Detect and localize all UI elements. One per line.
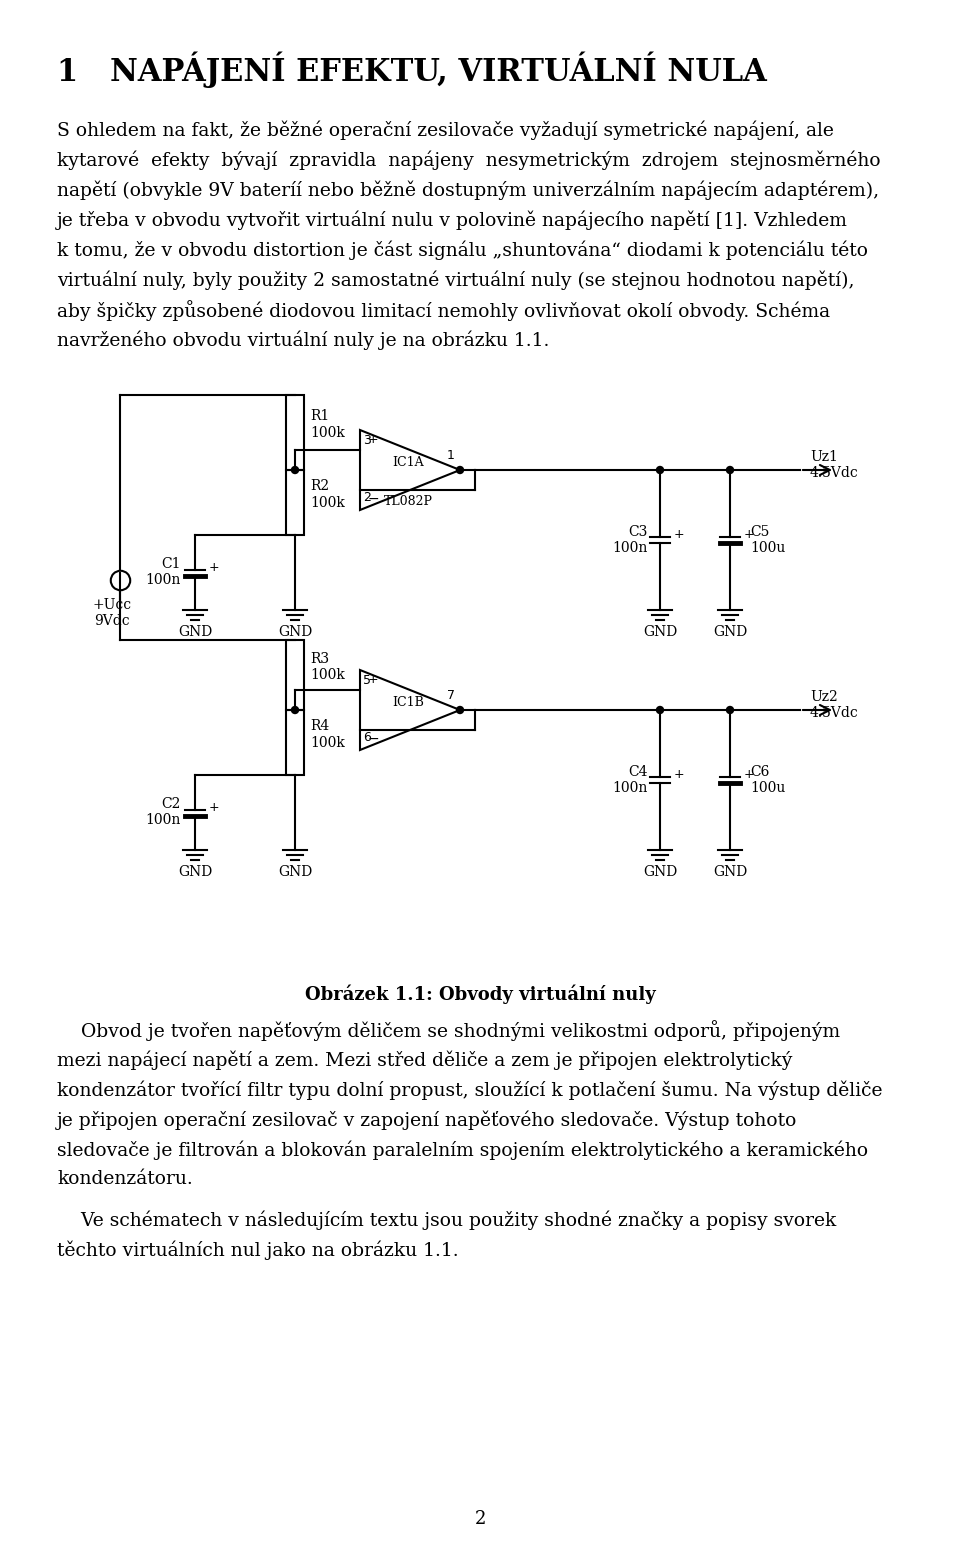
Text: 1: 1 [447,450,455,462]
Text: −: − [368,491,379,507]
Text: C1: C1 [161,558,181,572]
Text: mezi napájecí napětí a zem. Mezi střed děliče a zem je připojen elektrolytický: mezi napájecí napětí a zem. Mezi střed d… [57,1051,792,1069]
Text: sledovače je filtrován a blokován paralelním spojením elektrolytického a keramic: sledovače je filtrován a blokován parale… [57,1140,868,1159]
Circle shape [657,706,663,714]
Text: +: + [209,800,220,814]
Bar [286,470,304,535]
Text: napětí (obvykle 9V bateríí nebo běžně dostupným univerzálním napájecím adaptérem: napětí (obvykle 9V bateríí nebo běžně do… [57,181,879,199]
Text: −: − [368,732,379,746]
Text: 7: 7 [447,689,455,701]
Text: 100n: 100n [612,541,648,555]
Text: navrženého obvodu virtuální nuly je na obrázku 1.1.: navrženého obvodu virtuální nuly je na o… [57,331,549,349]
Text: kondenzátoru.: kondenzátoru. [57,1170,193,1188]
Text: kondenzátor tvořící filtr typu dolní propust, sloužící k potlačení šumu. Na výst: kondenzátor tvořící filtr typu dolní pro… [57,1080,882,1100]
Text: 100n: 100n [146,814,181,828]
Text: R1
100k: R1 100k [310,409,345,440]
Text: GND: GND [277,865,312,879]
Text: TL082P: TL082P [383,494,433,508]
Bar [286,711,304,776]
Circle shape [727,706,733,714]
Text: +: + [744,528,755,541]
Text: +: + [744,768,755,782]
Text: kytarové  efekty  bývají  zpravidla  napájeny  nesymetrickým  zdrojem  stejnosmě: kytarové efekty bývají zpravidla napájen… [57,150,880,170]
Text: C2: C2 [161,797,181,811]
Text: 100u: 100u [750,541,785,555]
Text: R4
100k: R4 100k [310,720,345,749]
Text: 1   NAPÁJENÍ EFEKTU, VIRTUÁLNÍ NULA: 1 NAPÁJENÍ EFEKTU, VIRTUÁLNÍ NULA [57,53,767,88]
Text: +: + [674,768,684,782]
Text: 2: 2 [363,491,371,504]
Circle shape [457,467,464,473]
Text: 2: 2 [474,1509,486,1528]
Text: +: + [368,433,378,447]
Text: 100n: 100n [146,573,181,587]
Text: GND: GND [713,626,747,640]
Text: C5: C5 [750,525,769,539]
Text: Uz1
4.5Vdc: Uz1 4.5Vdc [810,450,859,480]
Text: R2
100k: R2 100k [310,479,345,510]
Text: 3: 3 [363,434,371,447]
Text: C3: C3 [629,525,648,539]
Text: +Ucc
9Vdc: +Ucc 9Vdc [92,598,132,629]
Circle shape [727,467,733,473]
Text: Obrázek 1.1: Obvody virtuální nuly: Obrázek 1.1: Obvody virtuální nuly [304,986,656,1004]
Text: +: + [674,528,684,541]
Bar [286,396,304,470]
Text: Ve schématech v následujícím textu jsou použity shodné značky a popisy svorek: Ve schématech v následujícím textu jsou … [57,1210,836,1230]
Text: těchto virtuálních nul jako na obrázku 1.1.: těchto virtuálních nul jako na obrázku 1… [57,1241,459,1259]
Text: k tomu, že v obvodu distortion je část signálu „shuntována“ diodami k potenciálu: k tomu, že v obvodu distortion je část s… [57,239,868,260]
Text: GND: GND [178,865,212,879]
Text: GND: GND [178,626,212,640]
Text: aby špičky způsobené diodovou limitací nemohly ovlivňovat okolí obvody. Schéma: aby špičky způsobené diodovou limitací n… [57,300,830,321]
Text: 6: 6 [363,731,371,745]
Text: 100n: 100n [612,782,648,796]
Circle shape [292,706,299,714]
Text: IC1A: IC1A [393,456,423,468]
Text: C6: C6 [750,765,769,779]
Text: C4: C4 [629,765,648,779]
Text: R3
100k: R3 100k [310,652,345,681]
Text: virtuální nuly, byly použity 2 samostatné virtuální nuly (se stejnou hodnotou na: virtuální nuly, byly použity 2 samostatn… [57,270,854,289]
Circle shape [292,467,299,473]
Text: IC1B: IC1B [392,695,424,709]
Text: Obvod je tvořen napěťovým děličem se shodnými velikostmi odporů, připojeným: Obvod je tvořen napěťovým děličem se sho… [57,1020,840,1041]
Bar [286,640,304,711]
Text: GND: GND [713,865,747,879]
Text: Uz2
4.5Vdc: Uz2 4.5Vdc [810,691,859,720]
Text: GND: GND [277,626,312,640]
Text: S ohledem na fakt, že běžné operační zesilovače vyžadují symetrické napájení, al: S ohledem na fakt, že běžné operační zes… [57,121,834,139]
Text: je připojen operační zesilovač v zapojení napěťového sledovače. Výstup tohoto: je připojen operační zesilovač v zapojen… [57,1109,798,1129]
Circle shape [657,467,663,473]
Text: 100u: 100u [750,782,785,796]
Text: 5: 5 [363,674,371,688]
Text: +: + [209,561,220,575]
Text: +: + [368,674,378,686]
Text: GND: GND [643,626,677,640]
Circle shape [457,706,464,714]
Text: GND: GND [643,865,677,879]
Text: je třeba v obvodu vytvořit virtuální nulu v polovině napájecího napětí [1]. Vzhl: je třeba v obvodu vytvořit virtuální nul… [57,210,848,230]
